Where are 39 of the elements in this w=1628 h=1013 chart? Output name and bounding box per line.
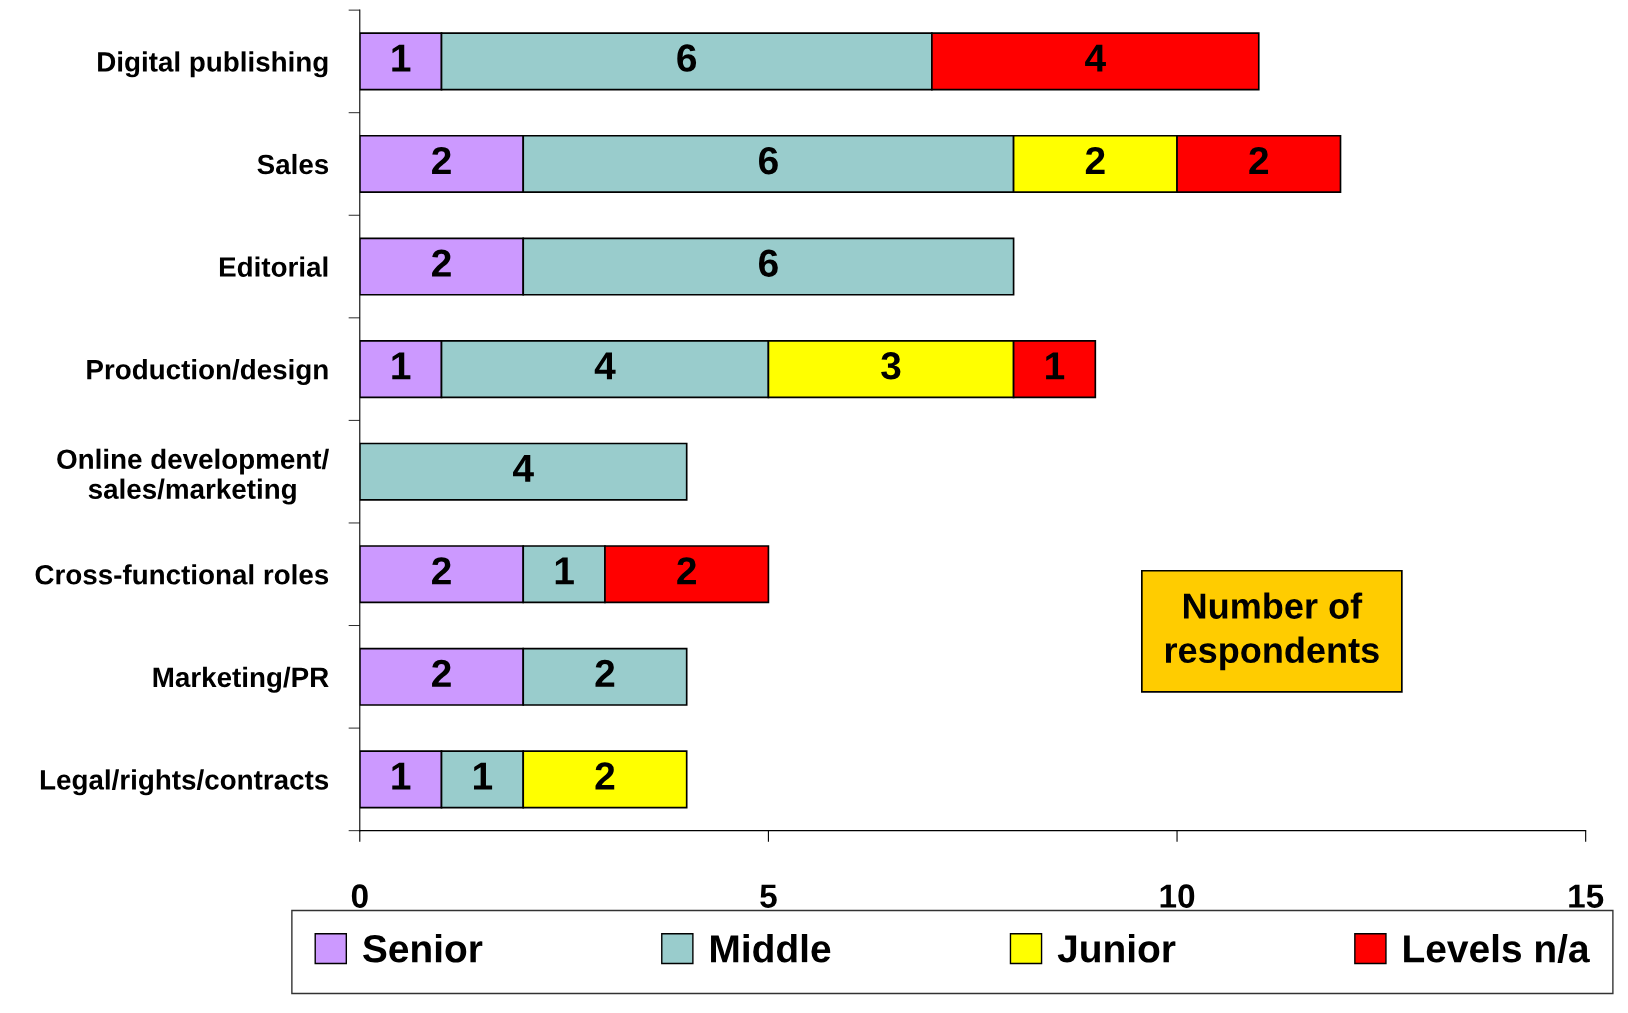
data-label: 1 [392, 762, 411, 790]
annotation: Number of respondents [1165, 592, 1379, 671]
data-label: 2 [432, 146, 451, 175]
x-tick-label: 15 [1569, 884, 1604, 908]
data-label: 1 [392, 44, 411, 72]
legend-label: Junior [1057, 933, 1176, 963]
data-label: 3 [881, 352, 901, 380]
data-label: 1 [474, 762, 493, 790]
data-label: 6 [759, 146, 778, 175]
data-label: 2 [677, 557, 696, 585]
x-tick-label: 10 [1160, 884, 1195, 908]
data-label: 6 [759, 249, 778, 277]
data-label: 2 [595, 762, 615, 790]
data-label: 4 [594, 352, 616, 380]
data-label: 1 [1046, 352, 1065, 380]
data-label: 4 [513, 454, 534, 482]
data-label: 2 [1085, 146, 1105, 175]
data-label: 2 [432, 249, 451, 277]
data-label: 2 [1249, 146, 1269, 175]
data-label: 2 [432, 659, 451, 687]
y-tick-label: Marketing/PR [153, 666, 329, 693]
data-label: 2 [595, 659, 615, 687]
y-tick-label: Digital publishing [98, 51, 328, 78]
y-tick-label: Online development/ sales/marketing [57, 448, 329, 505]
data-label: 4 [1085, 44, 1106, 72]
x-tick-label: 5 [760, 884, 777, 908]
legend-label: Levels n/a [1404, 933, 1590, 963]
data-label: 1 [392, 352, 411, 380]
y-tick-label: Production/design [87, 359, 328, 386]
data-label: 6 [677, 44, 697, 72]
y-tick-label: Sales [257, 153, 329, 175]
y-tick-label: Editorial [219, 256, 328, 277]
x-tick-label: 0 [351, 884, 368, 908]
y-tick-label: Legal/rights/contracts [40, 769, 329, 796]
legend-label: Middle [711, 933, 831, 963]
data-label: 2 [432, 557, 451, 585]
data-label: 1 [555, 557, 574, 585]
y-tick-label: Cross-functional roles [35, 564, 329, 585]
legend-label: Senior [362, 933, 483, 963]
